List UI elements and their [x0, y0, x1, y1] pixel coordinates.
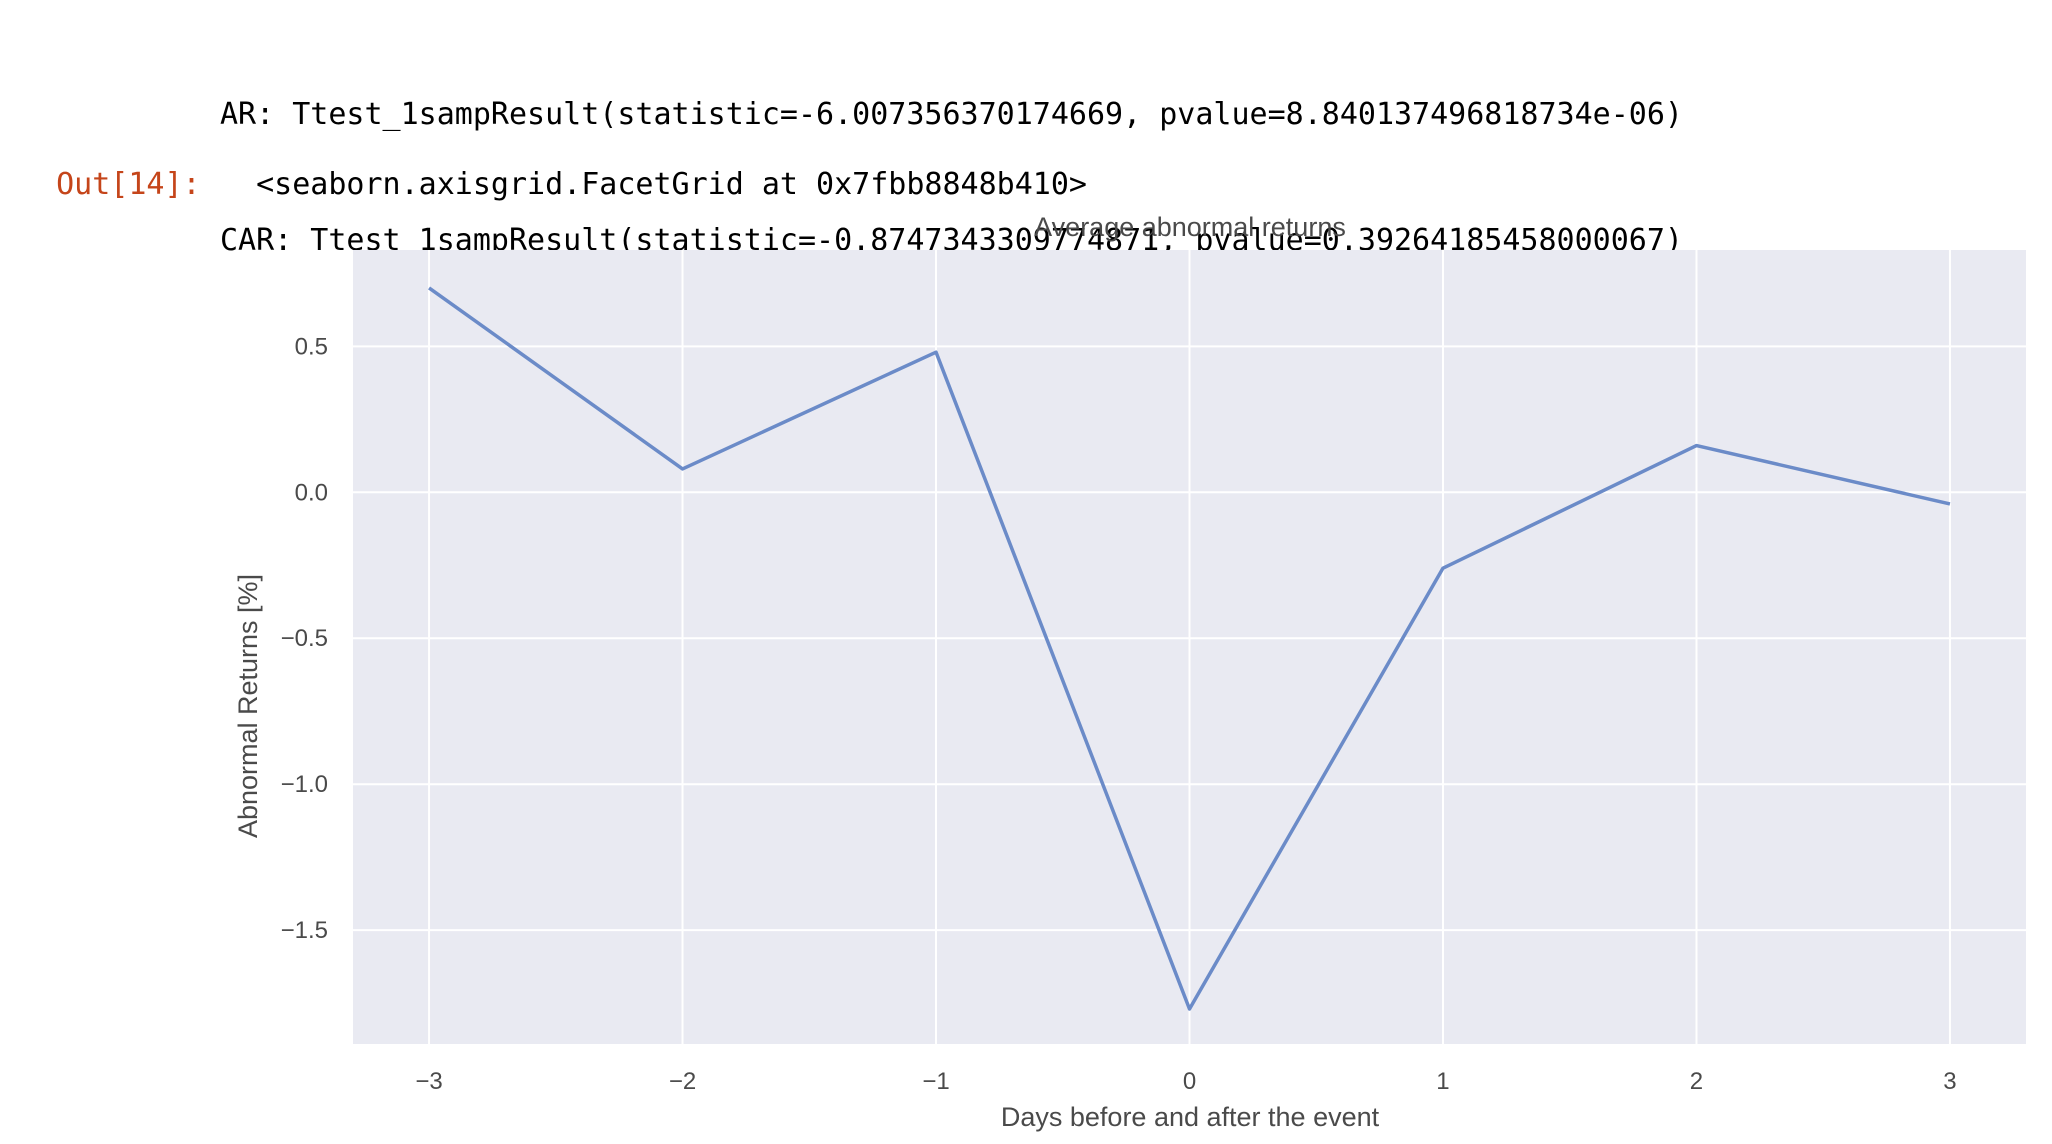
x-tick-label: 2 — [1690, 1068, 1703, 1095]
series-line — [428, 286, 1951, 1011]
y-tick-label: 0.0 — [295, 479, 328, 506]
x-axis-label: Days before and after the event — [1001, 1102, 1380, 1132]
y-tick-label: −1.5 — [281, 917, 328, 944]
x-tick-labels: −3 −2 −1 0 1 2 3 — [415, 1068, 1956, 1095]
x-tick-label: 3 — [1943, 1068, 1956, 1095]
cell-output-row: Out[14]: <seaborn.axisgrid.FacetGrid at 0… — [20, 122, 1087, 206]
stdout-line: AR: Ttest_1sampResult(statistic=-6.00735… — [220, 97, 1683, 132]
chart-title: Average abnormal returns — [1034, 212, 1346, 242]
y-tick-labels: 0.5 0.0 −0.5 −1.0 −1.5 — [281, 333, 328, 944]
x-tick-label: −2 — [669, 1068, 696, 1095]
x-tick-label: −1 — [922, 1068, 949, 1095]
y-gridlines — [353, 345, 2026, 932]
y-tick-label: −1.0 — [281, 771, 328, 798]
x-tick-label: −3 — [415, 1068, 442, 1095]
x-tick-label: 0 — [1183, 1068, 1196, 1095]
x-tick-label: 1 — [1436, 1068, 1449, 1095]
y-tick-label: 0.5 — [295, 333, 328, 360]
y-tick-label: −0.5 — [281, 625, 328, 652]
output-prompt: Out[14]: — [56, 167, 201, 202]
x-gridlines — [428, 250, 1951, 1044]
output-repr: <seaborn.axisgrid.FacetGrid at 0x7fbb884… — [256, 167, 1087, 202]
y-axis-label: Abnormal Returns [%] — [233, 574, 263, 838]
